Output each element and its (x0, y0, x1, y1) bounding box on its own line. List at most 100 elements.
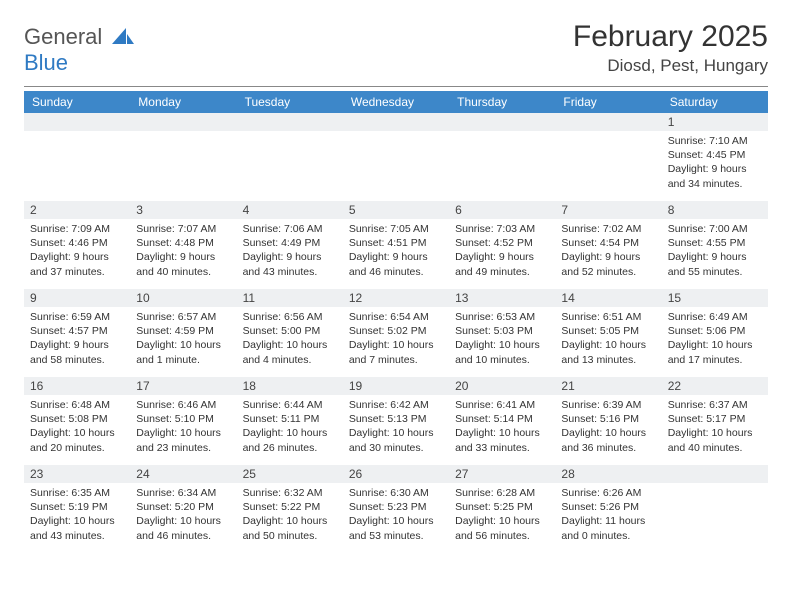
day-number: 18 (237, 377, 343, 395)
sunset-line: Sunset: 4:57 PM (30, 325, 108, 337)
day-details: Sunrise: 6:51 AMSunset: 5:05 PMDaylight:… (555, 307, 661, 373)
daylight-line: Daylight: 9 hours and 40 minutes. (136, 251, 215, 277)
sunrise-line: Sunrise: 6:44 AM (243, 399, 323, 411)
sunrise-line: Sunrise: 7:00 AM (668, 223, 748, 235)
sunrise-line: Sunrise: 6:26 AM (561, 487, 641, 499)
calendar-cell: 5Sunrise: 7:05 AMSunset: 4:51 PMDaylight… (343, 201, 449, 289)
sunrise-line: Sunrise: 6:42 AM (349, 399, 429, 411)
day-header: Tuesday (237, 91, 343, 113)
calendar-cell (555, 113, 661, 201)
daylight-line: Daylight: 10 hours and 46 minutes. (136, 515, 221, 541)
sunrise-line: Sunrise: 6:30 AM (349, 487, 429, 499)
calendar-week-row: 16 Sunrise: 6:48 AM Sunset: 5:08 PM Dayligh… (24, 377, 768, 465)
sunrise-line: Sunrise: 6:54 AM (349, 311, 429, 323)
day-details: Sunrise: 6:44 AMSunset: 5:11 PMDaylight:… (237, 395, 343, 461)
sunrise-line: Sunrise: 6:48 AM (30, 399, 110, 411)
daylight-line: Daylight: 10 hours and 20 minutes. (30, 427, 115, 453)
day-number-empty (237, 113, 343, 131)
sunrise-line: Sunrise: 6:35 AM (30, 487, 110, 499)
sunset-line: Sunset: 5:05 PM (561, 325, 639, 337)
sunrise-line: Sunrise: 7:09 AM (30, 223, 110, 235)
calendar-cell: 20Sunrise: 6:41 AMSunset: 5:14 PMDayligh… (449, 377, 555, 465)
calendar-cell: 4Sunrise: 7:06 AMSunset: 4:49 PMDaylight… (237, 201, 343, 289)
day-number: 24 (130, 465, 236, 483)
calendar-cell: 27Sunrise: 6:28 AMSunset: 5:25 PMDayligh… (449, 465, 555, 553)
day-details: Sunrise: 7:07 AMSunset: 4:48 PMDaylight:… (130, 219, 236, 285)
daylight-line: Daylight: 9 hours and 46 minutes. (349, 251, 428, 277)
day-details: Sunrise: 7:03 AMSunset: 4:52 PMDaylight:… (449, 219, 555, 285)
day-number: 16 (24, 377, 130, 395)
day-number: 27 (449, 465, 555, 483)
calendar-cell (237, 113, 343, 201)
sunset-line: Sunset: 5:00 PM (243, 325, 321, 337)
calendar-cell (343, 113, 449, 201)
daylight-line: Daylight: 10 hours and 43 minutes. (30, 515, 115, 541)
calendar-week-row: 1Sunrise: 7:10 AMSunset: 4:45 PMDaylight… (24, 113, 768, 201)
brand-logo: General Blue (24, 24, 134, 76)
daylight-line: Daylight: 10 hours and 33 minutes. (455, 427, 540, 453)
day-number: 3 (130, 201, 236, 219)
sunrise-line: Sunrise: 7:10 AM (668, 135, 748, 147)
sunrise-line: Sunrise: 7:05 AM (349, 223, 429, 235)
day-number: 8 (662, 201, 768, 219)
day-details: Sunrise: 7:00 AMSunset: 4:55 PMDaylight:… (662, 219, 768, 285)
daylight-line: Daylight: 10 hours and 53 minutes. (349, 515, 434, 541)
day-header: Monday (130, 91, 236, 113)
calendar-cell: 1Sunrise: 7:10 AMSunset: 4:45 PMDaylight… (662, 113, 768, 201)
calendar-cell: 28Sunrise: 6:26 AMSunset: 5:26 PMDayligh… (555, 465, 661, 553)
sunset-line: Sunset: 4:59 PM (136, 325, 214, 337)
daylight-line: Daylight: 10 hours and 56 minutes. (455, 515, 540, 541)
day-number: 10 (130, 289, 236, 307)
sunset-line: Sunset: 5:06 PM (668, 325, 746, 337)
sunset-line: Sunset: 5:08 PM (30, 413, 108, 425)
calendar-cell: 3Sunrise: 7:07 AMSunset: 4:48 PMDaylight… (130, 201, 236, 289)
sunset-line: Sunset: 5:23 PM (349, 501, 427, 513)
calendar-week-row: 23Sunrise: 6:35 AMSunset: 5:19 PMDayligh… (24, 465, 768, 553)
daylight-line: Daylight: 9 hours and 55 minutes. (668, 251, 747, 277)
day-details: Sunrise: 6:26 AMSunset: 5:26 PMDaylight:… (555, 483, 661, 549)
calendar-cell: 23Sunrise: 6:35 AMSunset: 5:19 PMDayligh… (24, 465, 130, 553)
calendar-cell: 13Sunrise: 6:53 AMSunset: 5:03 PMDayligh… (449, 289, 555, 377)
header: General Blue February 2025 Diosd, Pest, … (24, 18, 768, 76)
calendar-cell (130, 113, 236, 201)
location-text: Diosd, Pest, Hungary (573, 56, 768, 76)
day-details: Sunrise: 6:35 AMSunset: 5:19 PMDaylight:… (24, 483, 130, 549)
calendar-cell: 7Sunrise: 7:02 AMSunset: 4:54 PMDaylight… (555, 201, 661, 289)
day-details: Sunrise: 6:41 AMSunset: 5:14 PMDaylight:… (449, 395, 555, 461)
sunset-line: Sunset: 4:48 PM (136, 237, 214, 249)
day-details: Sunrise: 6:54 AMSunset: 5:02 PMDaylight:… (343, 307, 449, 373)
day-details: Sunrise: 6:46 AMSunset: 5:10 PMDaylight:… (130, 395, 236, 461)
sunrise-line: Sunrise: 6:57 AM (136, 311, 216, 323)
calendar-cell: 24Sunrise: 6:34 AMSunset: 5:20 PMDayligh… (130, 465, 236, 553)
sunrise-line: Sunrise: 6:28 AM (455, 487, 535, 499)
daylight-line: Daylight: 10 hours and 10 minutes. (455, 339, 540, 365)
sunset-line: Sunset: 4:54 PM (561, 237, 639, 249)
day-details: Sunrise: 6:30 AM Sunset: 5:23 PM Daylight:… (343, 483, 449, 549)
day-details: Sunrise: 6:48 AM Sunset: 5:08 PM Daylight:… (24, 395, 130, 461)
sunset-line: Sunset: 5:20 PM (136, 501, 214, 513)
sunset-line: Sunset: 5:26 PM (561, 501, 639, 513)
sunset-line: Sunset: 5:16 PM (561, 413, 639, 425)
daylight-line: Daylight: 9 hours and 49 minutes. (455, 251, 534, 277)
daylight-line: Daylight: 10 hours and 26 minutes. (243, 427, 328, 453)
day-number-empty (343, 113, 449, 131)
day-details: Sunrise: 7:09 AMSunset: 4:46 PMDaylight:… (24, 219, 130, 285)
day-details: Sunrise: 6:59 AMSunset: 4:57 PMDaylight:… (24, 307, 130, 373)
sail-icon (112, 28, 134, 44)
day-number: 19 (343, 377, 449, 395)
divider (24, 86, 768, 87)
sunset-line: Sunset: 5:22 PM (243, 501, 321, 513)
daylight-line: Daylight: 10 hours and 7 minutes. (349, 339, 434, 365)
sunrise-line: Sunrise: 6:56 AM (243, 311, 323, 323)
calendar-cell: 16 Sunrise: 6:48 AM Sunset: 5:08 PM Dayligh… (24, 377, 130, 465)
day-number-empty (449, 113, 555, 131)
day-number: 1 (662, 113, 768, 131)
day-number-empty (555, 113, 661, 131)
sunrise-line: Sunrise: 6:41 AM (455, 399, 535, 411)
day-number: 25 (237, 465, 343, 483)
calendar-cell (662, 465, 768, 553)
calendar-cell: 19Sunrise: 6:42 AMSunset: 5:13 PMDayligh… (343, 377, 449, 465)
calendar-cell (449, 113, 555, 201)
sunset-line: Sunset: 5:10 PM (136, 413, 214, 425)
calendar-week-row: 9Sunrise: 6:59 AMSunset: 4:57 PMDaylight… (24, 289, 768, 377)
